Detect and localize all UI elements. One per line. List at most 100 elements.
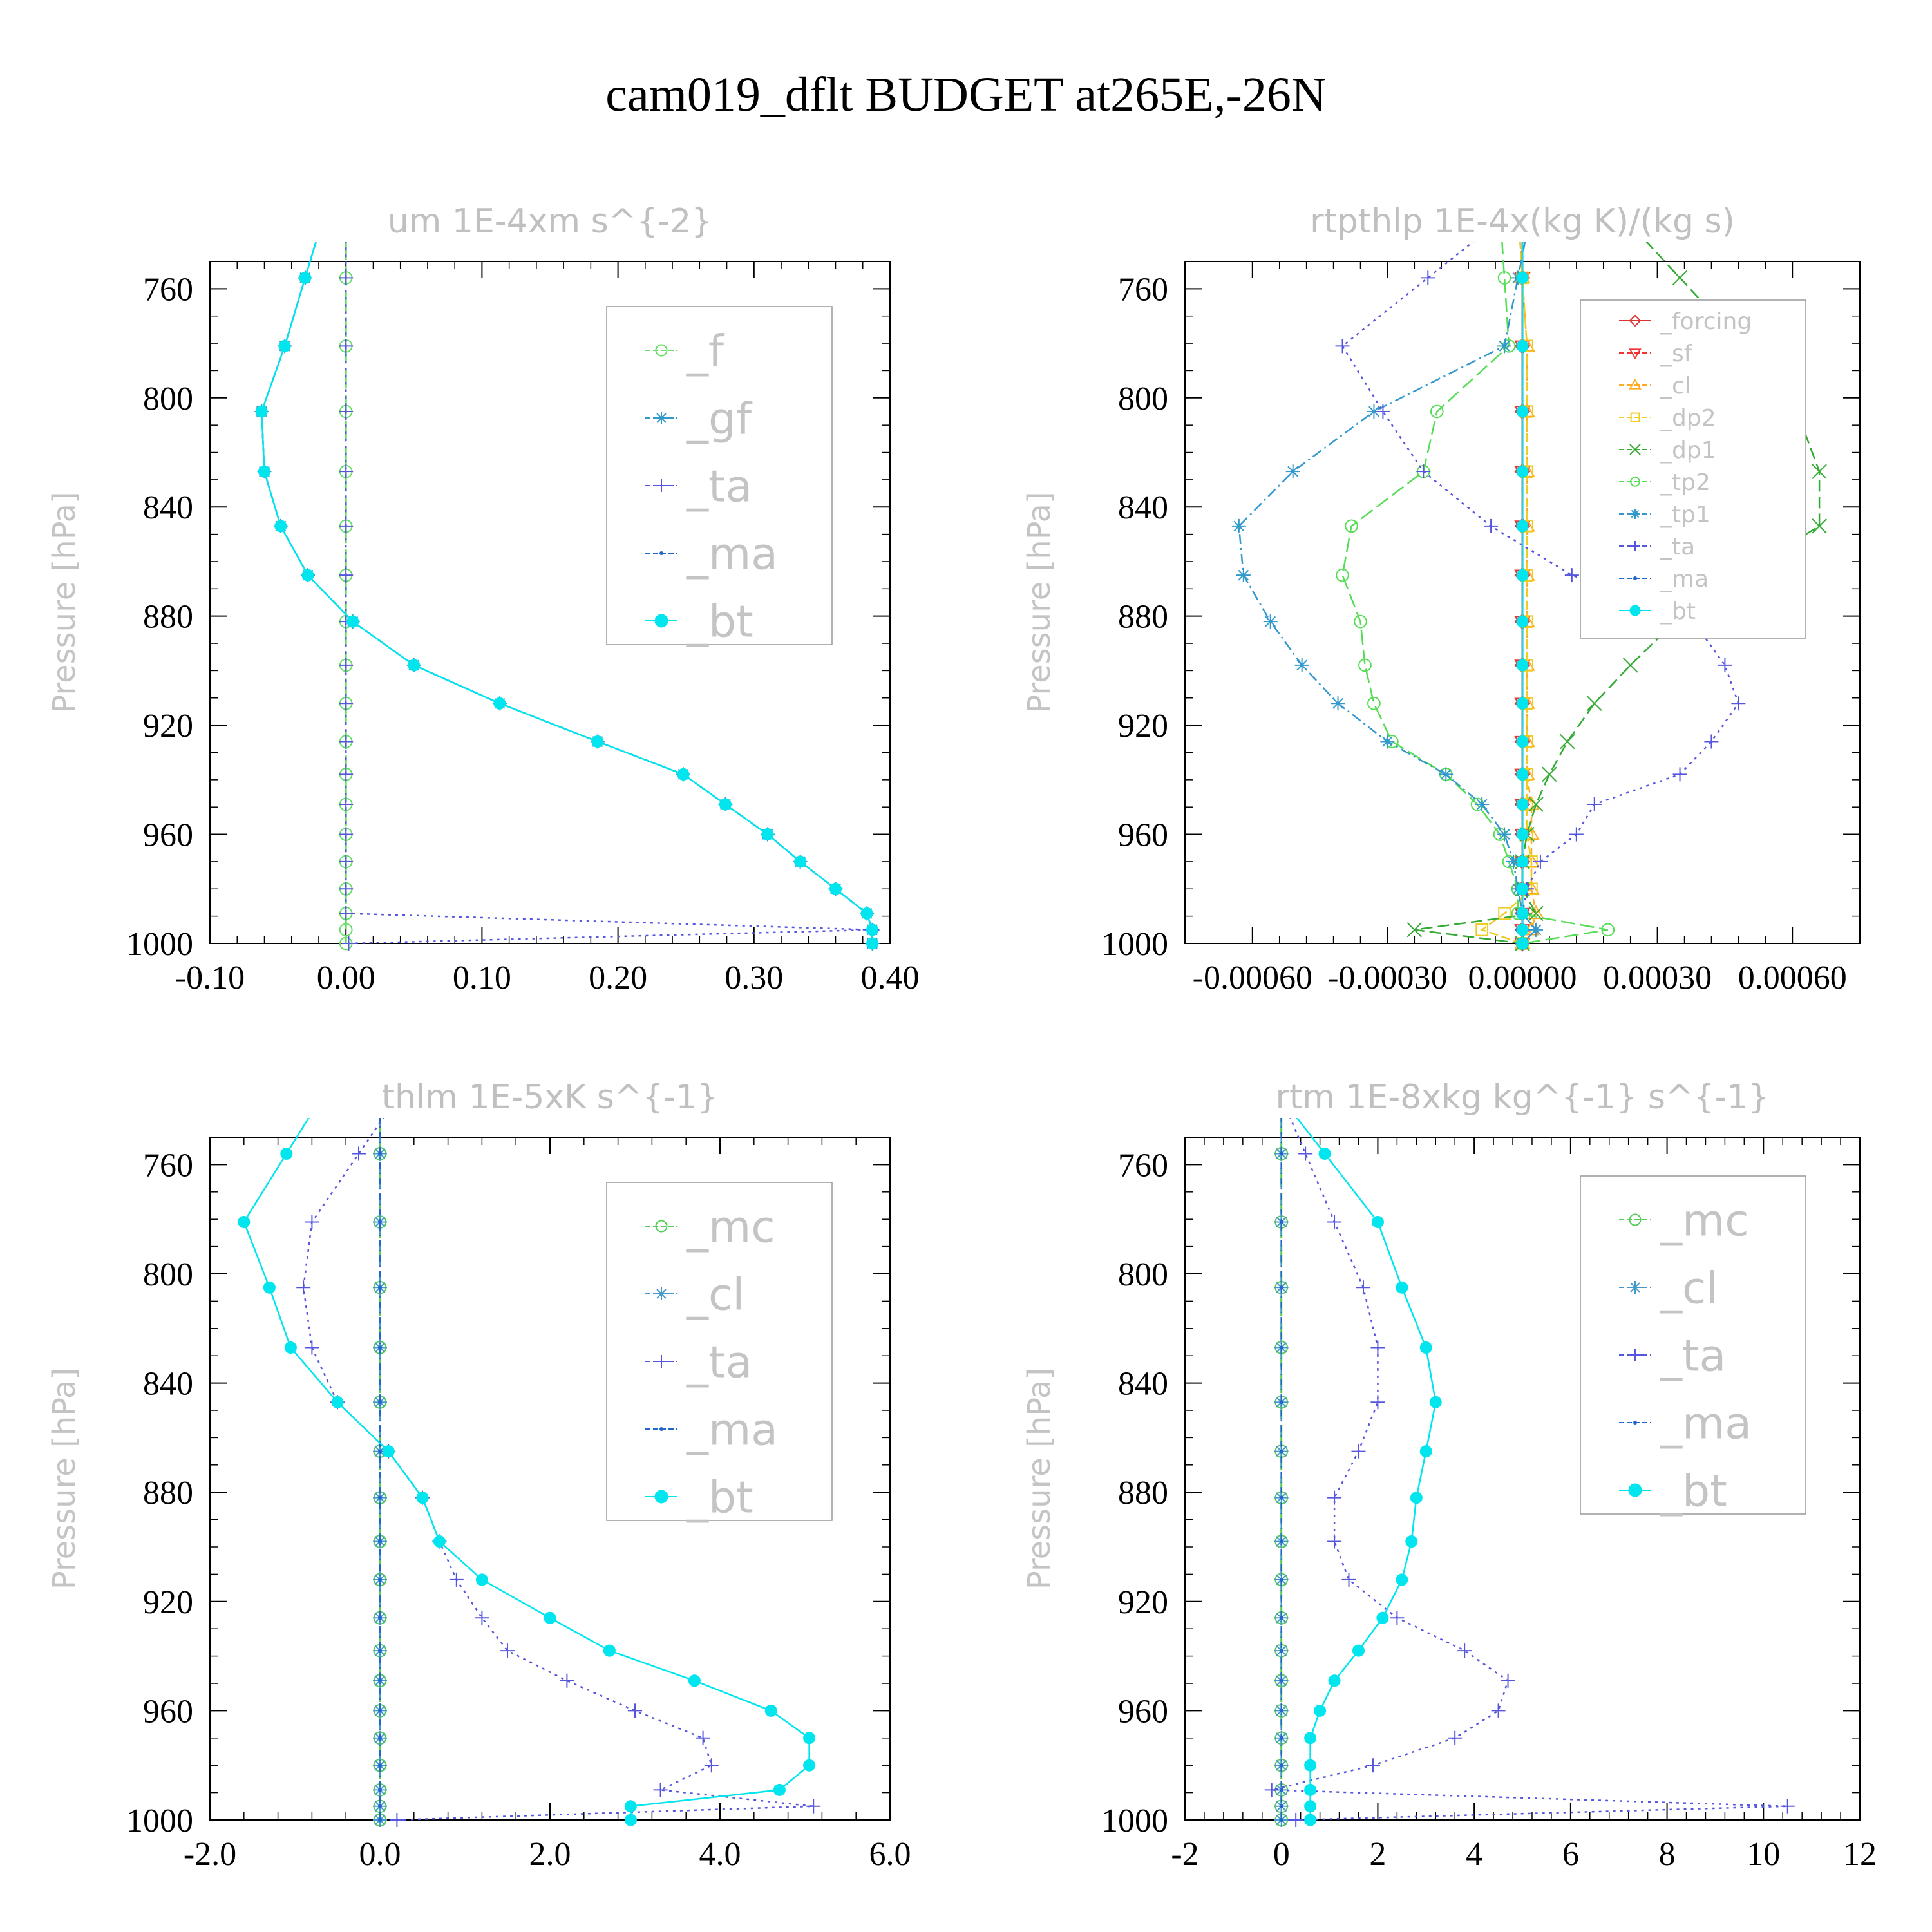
data-point-ta [339,270,354,285]
data-point-ma [378,1736,382,1740]
y-tick-label: 760 [143,1147,193,1184]
data-point-dp1 [1542,766,1557,782]
data-point-ta [305,1215,319,1229]
legend-label: _gf [686,393,753,444]
legend-marker [1630,541,1640,551]
plot-frame [209,261,891,944]
x-tick-label: 8 [1659,1836,1676,1873]
data-point-ta [339,658,354,672]
legend-label: _tp2 [1660,469,1710,496]
data-point-bt [866,923,879,936]
data-point-tp1 [1497,827,1512,842]
data-point-dp1 [1672,270,1688,286]
y-axis-label: Pressure [hPa] [46,1368,82,1589]
legend-marker [1630,412,1640,422]
data-point-dp2 [1498,907,1511,920]
y-tick-label: 960 [143,817,193,854]
data-point-dp1 [1587,696,1602,711]
legend-label: _ma [1660,566,1709,592]
legend-marker [655,412,668,424]
legend-label: _bt [686,596,753,647]
data-point-ma [1279,1345,1283,1350]
panel-title: um 1E-4xm s^{-2} [388,202,713,241]
data-point-ta [296,1280,311,1295]
data-point-ta [806,1799,821,1814]
y-tick-label: 760 [1118,271,1168,308]
legend-box [1580,299,1806,639]
data-point-bt [1405,1535,1418,1548]
legend-marker [1629,314,1642,327]
data-point-bt [1396,1281,1408,1294]
data-point-bt [1516,659,1529,672]
legend-label: _f [686,326,725,377]
legend-label: _mc [1660,1195,1749,1246]
data-point-bt [624,1814,637,1826]
data-point-ma [1279,1788,1283,1792]
x-tick-label: 4.0 [699,1836,741,1873]
data-point-dp1 [1528,797,1544,812]
data-point-bt [1516,465,1529,478]
legend-marker [655,1287,668,1300]
data-point-ta [1416,464,1431,479]
data-point-tp1 [1294,658,1309,672]
data-point-bt [603,1644,616,1657]
data-point-tp2 [1358,658,1372,672]
data-point-ta [1289,1813,1303,1827]
legend-marker [1630,477,1640,487]
legend-marker [1629,444,1641,455]
y-tick-label: 800 [143,381,193,417]
data-point-bt [493,697,506,710]
data-point-ma [1279,1539,1283,1544]
chart-panel-4: rtm 1E-8xkg kg^{-1} s^{-1} Pressure [hPa]… [1021,1078,1877,1873]
data-point-ma [1279,1151,1283,1156]
x-tick-label: 2.0 [529,1836,571,1873]
panel-title: thlm 1E-5xK s^{-1} [382,1078,719,1117]
legend-marker [1628,1483,1642,1497]
data-point-ta [1264,1783,1279,1797]
data-point-ta [1351,1444,1366,1459]
data-point-ta [1569,827,1584,842]
data-point-bt [860,907,873,920]
data-point-ta [1421,270,1435,285]
y-tick-label: 1000 [126,926,193,963]
legend-marker [1629,348,1642,359]
data-point-bt [301,569,314,582]
data-point-ta [339,518,354,533]
data-point-ta [1298,1146,1313,1161]
y-axis-label: Pressure [hPa] [1021,491,1057,713]
data-point-bt [1516,907,1529,920]
y-tick-label: 840 [143,489,193,526]
data-point-bt [591,735,604,748]
data-point-bt [263,1281,276,1294]
data-point-ma [378,1400,382,1405]
x-tick-label: 4 [1466,1836,1482,1873]
data-point-ma [378,1649,382,1653]
legend-label: _ta [1660,534,1695,560]
y-tick-label: 840 [1118,489,1168,526]
legend: _mc _cl _ta _ma _bt [1580,1175,1806,1517]
data-point-bt [1396,1573,1408,1586]
data-point-ta [339,827,354,842]
data-point-bt [1516,405,1529,418]
legend-label: _bt [686,1472,753,1523]
data-point-ma [378,1804,382,1808]
data-point-bt [624,1800,637,1813]
figure-title: cam019_dflt BUDGET at265E,-26N [605,68,1326,122]
data-point-dp2 [1475,923,1488,936]
data-point-ta [1356,1280,1370,1295]
data-point-ma [378,1616,382,1620]
data-point-ma [1279,1804,1283,1808]
data-point-ta [1370,1340,1385,1355]
x-tick-label: -2.0 [184,1836,236,1873]
data-point-ta [1341,1572,1356,1587]
y-tick-label: 880 [1118,599,1168,636]
legend-marker [1629,1281,1642,1294]
data-point-bt [475,1573,488,1586]
data-point-ma [1279,1616,1283,1620]
y-tick-label: 840 [1118,1366,1168,1403]
data-point-bt [1516,697,1529,710]
x-tick-label: 0.40 [861,960,920,996]
data-point-tp2 [1354,614,1367,629]
data-point-ta [1718,658,1732,672]
